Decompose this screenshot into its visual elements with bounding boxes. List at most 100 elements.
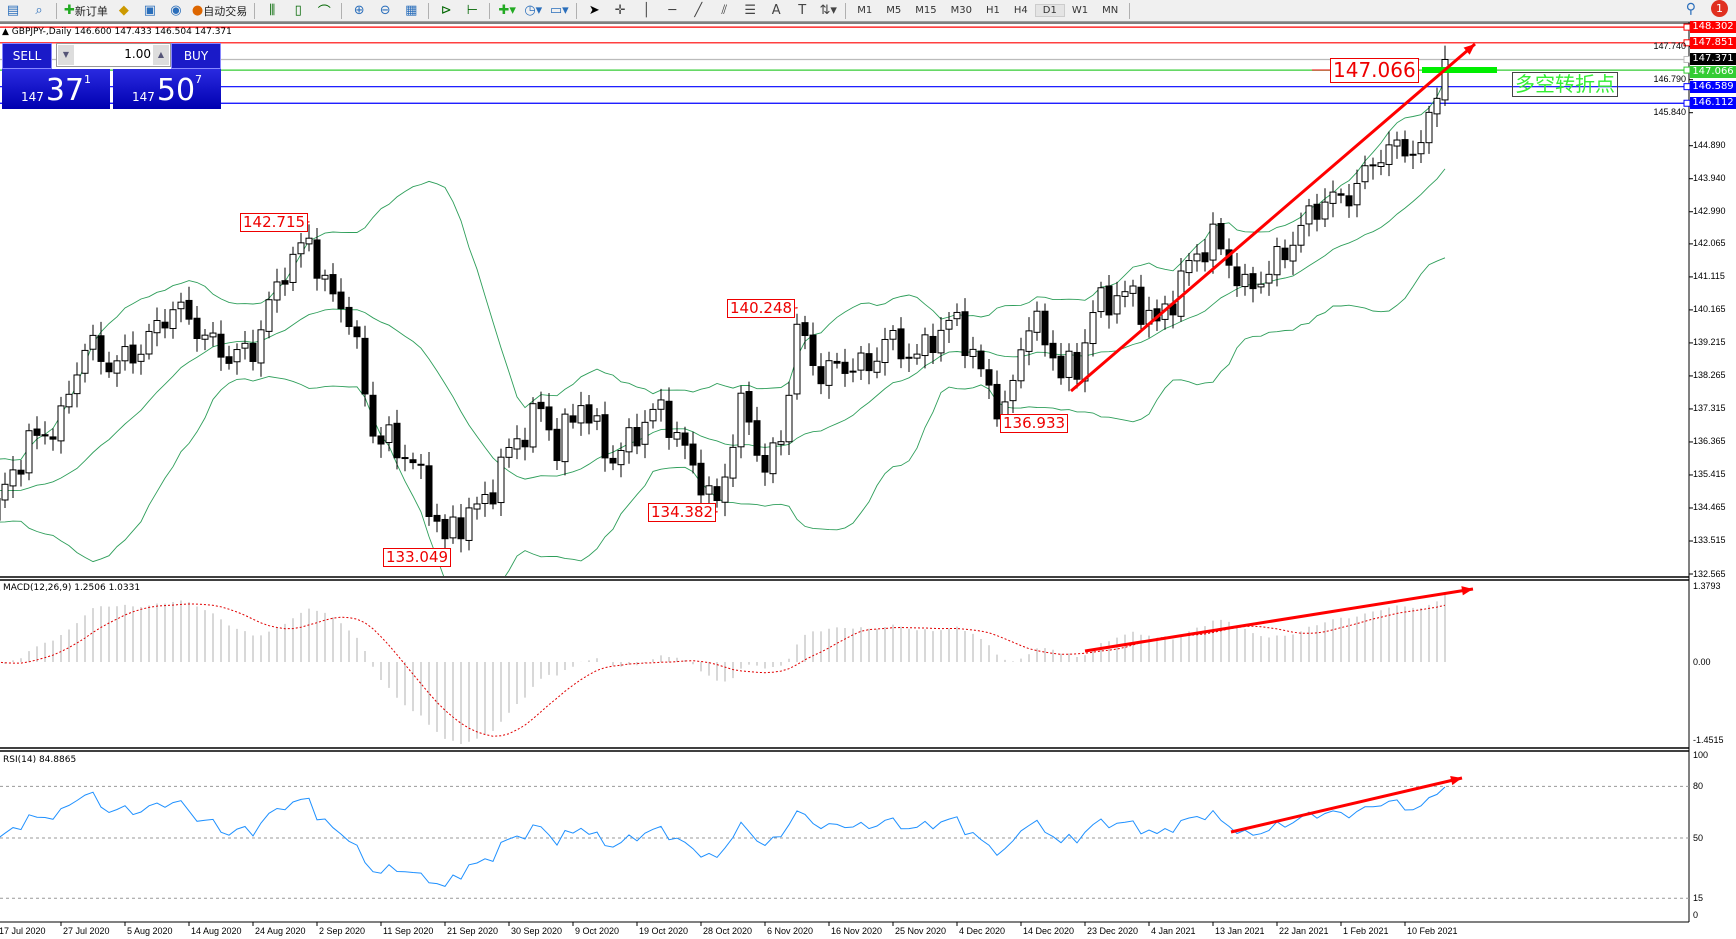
fibonacci-icon[interactable]: ☰ bbox=[744, 3, 757, 18]
candle bbox=[385, 424, 393, 444]
volume-up-arrow-icon[interactable]: ▲ bbox=[153, 45, 169, 65]
zoom-window-icon[interactable]: ⌕ bbox=[35, 3, 43, 18]
timeframe-m5[interactable]: M5 bbox=[886, 5, 902, 16]
candle bbox=[1009, 379, 1017, 402]
candle bbox=[209, 332, 217, 338]
candle bbox=[545, 406, 553, 431]
zoom-out-icon[interactable]: ⊖ bbox=[379, 3, 391, 18]
price-level-label: 147.066 bbox=[1690, 66, 1736, 79]
candle bbox=[1081, 342, 1089, 382]
buy-button[interactable]: BUY bbox=[171, 43, 221, 69]
volume-down-arrow-icon[interactable]: ▼ bbox=[58, 45, 74, 65]
price-tick-label: 142.065 bbox=[1693, 238, 1726, 249]
candle bbox=[689, 443, 697, 466]
swing-label[interactable]: 136.933 bbox=[1000, 414, 1069, 433]
candle bbox=[1097, 287, 1105, 313]
candle bbox=[1065, 350, 1073, 378]
timeframe-mn[interactable]: MN bbox=[1102, 5, 1119, 16]
candle bbox=[489, 492, 497, 505]
candle bbox=[169, 309, 177, 330]
candle bbox=[761, 454, 769, 473]
sell-price[interactable]: 147 37 1 bbox=[2, 69, 110, 109]
buy-price-fraction: 7 bbox=[195, 73, 203, 86]
date-label: 24 Aug 2020 bbox=[255, 926, 306, 936]
macd-trend-arrow bbox=[1084, 587, 1474, 653]
price-tick-label: 146.790 bbox=[1653, 74, 1686, 85]
crosshair-icon[interactable]: ✛ bbox=[614, 3, 626, 18]
candle bbox=[417, 463, 425, 466]
divider bbox=[428, 2, 430, 19]
candle bbox=[1017, 349, 1025, 382]
chart-shift-icon[interactable]: ⊢ bbox=[466, 3, 478, 18]
candle bbox=[929, 335, 937, 354]
buy-price[interactable]: 147 50 7 bbox=[113, 69, 221, 109]
symbol-header: ▲ GBPJPY-,Daily 146.600 147.433 146.504 … bbox=[2, 27, 232, 37]
notification-badge[interactable]: 1 bbox=[1711, 0, 1728, 17]
timeframe-m30[interactable]: M30 bbox=[950, 5, 972, 16]
candle bbox=[865, 353, 873, 372]
swing-label[interactable]: 142.715 bbox=[240, 213, 309, 232]
indicators-icon[interactable]: ✚▾ bbox=[498, 3, 516, 18]
text-icon[interactable]: A bbox=[771, 3, 781, 18]
candle bbox=[81, 349, 89, 374]
cursor-icon[interactable]: ➤ bbox=[588, 3, 600, 18]
candle bbox=[889, 329, 897, 340]
bar-chart-icon[interactable]: ⫼ bbox=[269, 3, 276, 18]
search-icon[interactable]: ⚲ bbox=[1685, 1, 1696, 17]
turning-point-note[interactable]: 多空转折点 bbox=[1512, 72, 1618, 97]
vertical-line-icon[interactable]: │ bbox=[642, 3, 651, 18]
swing-label[interactable]: 133.049 bbox=[383, 548, 452, 567]
timeframe-d1[interactable]: D1 bbox=[1034, 4, 1065, 17]
auto-scroll-icon[interactable]: ⊳ bbox=[440, 3, 452, 18]
candle bbox=[841, 361, 849, 374]
zoom-in-icon[interactable]: ⊕ bbox=[353, 3, 365, 18]
sell-button[interactable]: SELL bbox=[2, 43, 52, 69]
auto-trading-button[interactable]: ● 自动交易 bbox=[190, 1, 249, 20]
timeframe-h4[interactable]: H4 bbox=[1013, 5, 1028, 16]
signals-icon[interactable]: ◉ bbox=[170, 3, 182, 18]
horizontal-line-icon[interactable]: ─ bbox=[668, 3, 677, 18]
turning-level-marker bbox=[1422, 67, 1497, 73]
text-label-icon[interactable]: T bbox=[798, 3, 807, 18]
trendline-icon[interactable]: ╱ bbox=[694, 3, 703, 18]
line-chart-icon[interactable]: ⌒ bbox=[317, 5, 331, 20]
swing-label[interactable]: 134.382 bbox=[648, 503, 717, 522]
candle bbox=[1025, 330, 1033, 352]
volume-stepper: ▼ ▲ bbox=[56, 43, 171, 67]
volume-input[interactable] bbox=[75, 46, 153, 62]
candle bbox=[825, 360, 833, 386]
market-icon[interactable]: ▣ bbox=[143, 3, 157, 18]
candle bbox=[1257, 283, 1265, 288]
candle bbox=[161, 321, 169, 329]
candle bbox=[905, 356, 913, 359]
timeframe-w1[interactable]: W1 bbox=[1071, 5, 1089, 16]
candle bbox=[289, 253, 297, 283]
periods-icon[interactable]: ◷▾ bbox=[524, 3, 543, 18]
timeframe-m15[interactable]: M15 bbox=[915, 5, 937, 16]
new-chart-icon[interactable]: ▤ bbox=[6, 3, 20, 18]
candle bbox=[1393, 139, 1401, 147]
timeframe-m1[interactable]: M1 bbox=[857, 5, 873, 16]
candle bbox=[1385, 144, 1393, 165]
new-order-button[interactable]: ✚ 新订单 bbox=[62, 1, 110, 20]
metaeditor-icon[interactable]: ◆ bbox=[118, 3, 129, 18]
timeframe-h1[interactable]: H1 bbox=[985, 5, 1000, 16]
price-level-label: 148.302 bbox=[1690, 21, 1736, 34]
candle bbox=[1361, 165, 1369, 183]
candle bbox=[1241, 273, 1249, 288]
arrows-icon[interactable]: ⇅▾ bbox=[819, 3, 837, 18]
tile-windows-icon[interactable]: ▦ bbox=[405, 3, 418, 18]
divider bbox=[489, 2, 491, 19]
price-tick-label: 143.940 bbox=[1693, 173, 1726, 184]
candlestick-icon[interactable]: ▯ bbox=[294, 3, 302, 18]
candle bbox=[281, 280, 289, 285]
candle bbox=[1353, 182, 1361, 206]
candle bbox=[785, 394, 793, 443]
swing-label[interactable]: 140.248 bbox=[727, 299, 796, 318]
channel-icon[interactable]: ⫽ bbox=[721, 3, 728, 18]
candle bbox=[1329, 191, 1337, 204]
candle bbox=[857, 352, 865, 371]
templates-icon[interactable]: ▭▾ bbox=[549, 3, 569, 18]
level-label[interactable]: 147.066 bbox=[1330, 58, 1419, 83]
